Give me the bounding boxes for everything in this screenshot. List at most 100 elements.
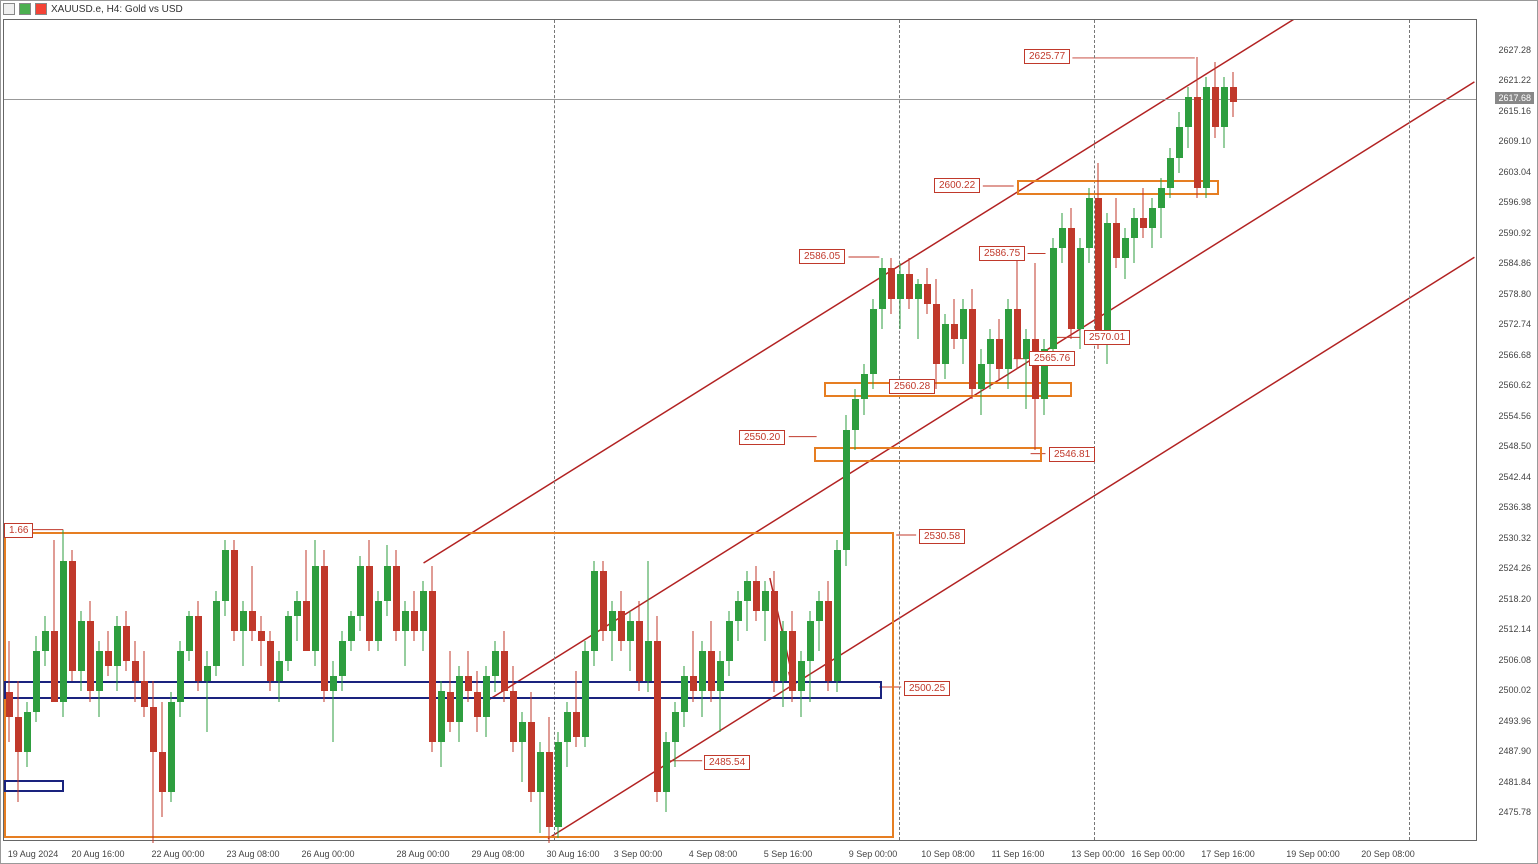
- y-tick: 2603.04: [1498, 167, 1531, 177]
- y-axis: 2627.282621.222615.162609.102603.042596.…: [1479, 19, 1537, 841]
- y-tick: 2487.90: [1498, 746, 1531, 756]
- candle: [168, 692, 175, 803]
- candle: [1014, 258, 1021, 369]
- candle: [420, 581, 427, 652]
- price-label: 2586.05: [799, 249, 845, 264]
- candle: [366, 540, 373, 651]
- sell-icon: [35, 3, 47, 15]
- candle: [600, 561, 607, 642]
- candle: [240, 601, 247, 666]
- x-tick: 28 Aug 00:00: [396, 849, 449, 859]
- candle: [717, 651, 724, 732]
- price-label: 2565.76: [1029, 351, 1075, 366]
- candle: [42, 616, 49, 666]
- plot-area[interactable]: 2617.681.662625.772600.222586.052586.752…: [3, 19, 1477, 841]
- candle: [321, 550, 328, 701]
- candle: [762, 581, 769, 641]
- y-tick: 2578.80: [1498, 289, 1531, 299]
- y-tick: 2530.32: [1498, 533, 1531, 543]
- candle: [339, 631, 346, 691]
- y-tick: 2596.98: [1498, 197, 1531, 207]
- candle: [105, 631, 112, 676]
- candle: [915, 279, 922, 339]
- candle: [384, 545, 391, 616]
- candle: [501, 631, 508, 702]
- candle: [960, 299, 967, 364]
- candle: [294, 591, 301, 641]
- session-divider: [1409, 20, 1410, 840]
- candle: [1203, 77, 1210, 198]
- x-tick: 10 Sep 08:00: [921, 849, 975, 859]
- zone-rect: [4, 780, 64, 793]
- candle: [159, 702, 166, 818]
- y-tick: 2554.56: [1498, 411, 1531, 421]
- y-tick: 2566.68: [1498, 350, 1531, 360]
- candle: [1212, 62, 1219, 138]
- candle: [825, 581, 832, 692]
- y-tick: 2518.20: [1498, 594, 1531, 604]
- candle: [924, 268, 931, 313]
- candle: [24, 702, 31, 767]
- candle: [393, 550, 400, 641]
- y-tick: 2627.28: [1498, 45, 1531, 55]
- candle: [897, 263, 904, 328]
- x-tick: 22 Aug 00:00: [151, 849, 204, 859]
- y-tick: 2512.14: [1498, 624, 1531, 634]
- candle: [789, 611, 796, 702]
- candle: [222, 540, 229, 616]
- y-tick: 2481.84: [1498, 777, 1531, 787]
- x-tick: 19 Sep 00:00: [1286, 849, 1340, 859]
- candle: [267, 631, 274, 691]
- candle: [276, 651, 283, 701]
- price-label: 2586.75: [979, 246, 1025, 261]
- chart-window: XAUUSD.e, H4: Gold vs USD 2617.681.66262…: [0, 0, 1538, 864]
- candle: [195, 601, 202, 692]
- price-label: 2625.77: [1024, 49, 1070, 64]
- candle: [249, 566, 256, 642]
- candle: [348, 611, 355, 651]
- candle: [753, 566, 760, 621]
- candle: [51, 540, 58, 641]
- candle: [708, 621, 715, 702]
- candle: [699, 641, 706, 717]
- candle: [1023, 329, 1030, 410]
- chart-icon: [3, 3, 15, 15]
- candle: [663, 732, 670, 813]
- candle: [447, 651, 454, 732]
- candle: [1041, 339, 1048, 415]
- x-tick: 4 Sep 08:00: [689, 849, 738, 859]
- candle: [1113, 198, 1120, 269]
- candle: [1086, 188, 1093, 264]
- candle: [681, 666, 688, 726]
- candle: [492, 641, 499, 691]
- x-tick: 5 Sep 16:00: [764, 849, 813, 859]
- candle: [141, 651, 148, 716]
- candle: [843, 415, 850, 566]
- price-label: 2546.81: [1049, 447, 1095, 462]
- current-price-line: [4, 99, 1476, 100]
- title-bar: XAUUSD.e, H4: Gold vs USD: [3, 3, 183, 15]
- candle: [690, 631, 697, 702]
- candle: [744, 571, 751, 631]
- candle: [537, 742, 544, 833]
- candle: [285, 611, 292, 671]
- x-axis: 19 Aug 202420 Aug 16:0022 Aug 00:0023 Au…: [3, 843, 1477, 861]
- candle: [1131, 208, 1138, 263]
- candle: [978, 349, 985, 414]
- candle: [411, 591, 418, 641]
- y-tick: 2536.38: [1498, 502, 1531, 512]
- y-tick: 2590.92: [1498, 228, 1531, 238]
- candle: [429, 566, 436, 752]
- candle: [582, 641, 589, 747]
- candle: [1005, 299, 1012, 390]
- candle: [1185, 87, 1192, 147]
- candle: [996, 319, 1003, 379]
- candle: [726, 611, 733, 676]
- candle: [150, 681, 157, 842]
- candle: [483, 666, 490, 737]
- candle: [879, 258, 886, 329]
- candle: [834, 540, 841, 691]
- candle: [303, 550, 310, 615]
- price-label: 2600.22: [934, 178, 980, 193]
- candle: [1122, 228, 1129, 278]
